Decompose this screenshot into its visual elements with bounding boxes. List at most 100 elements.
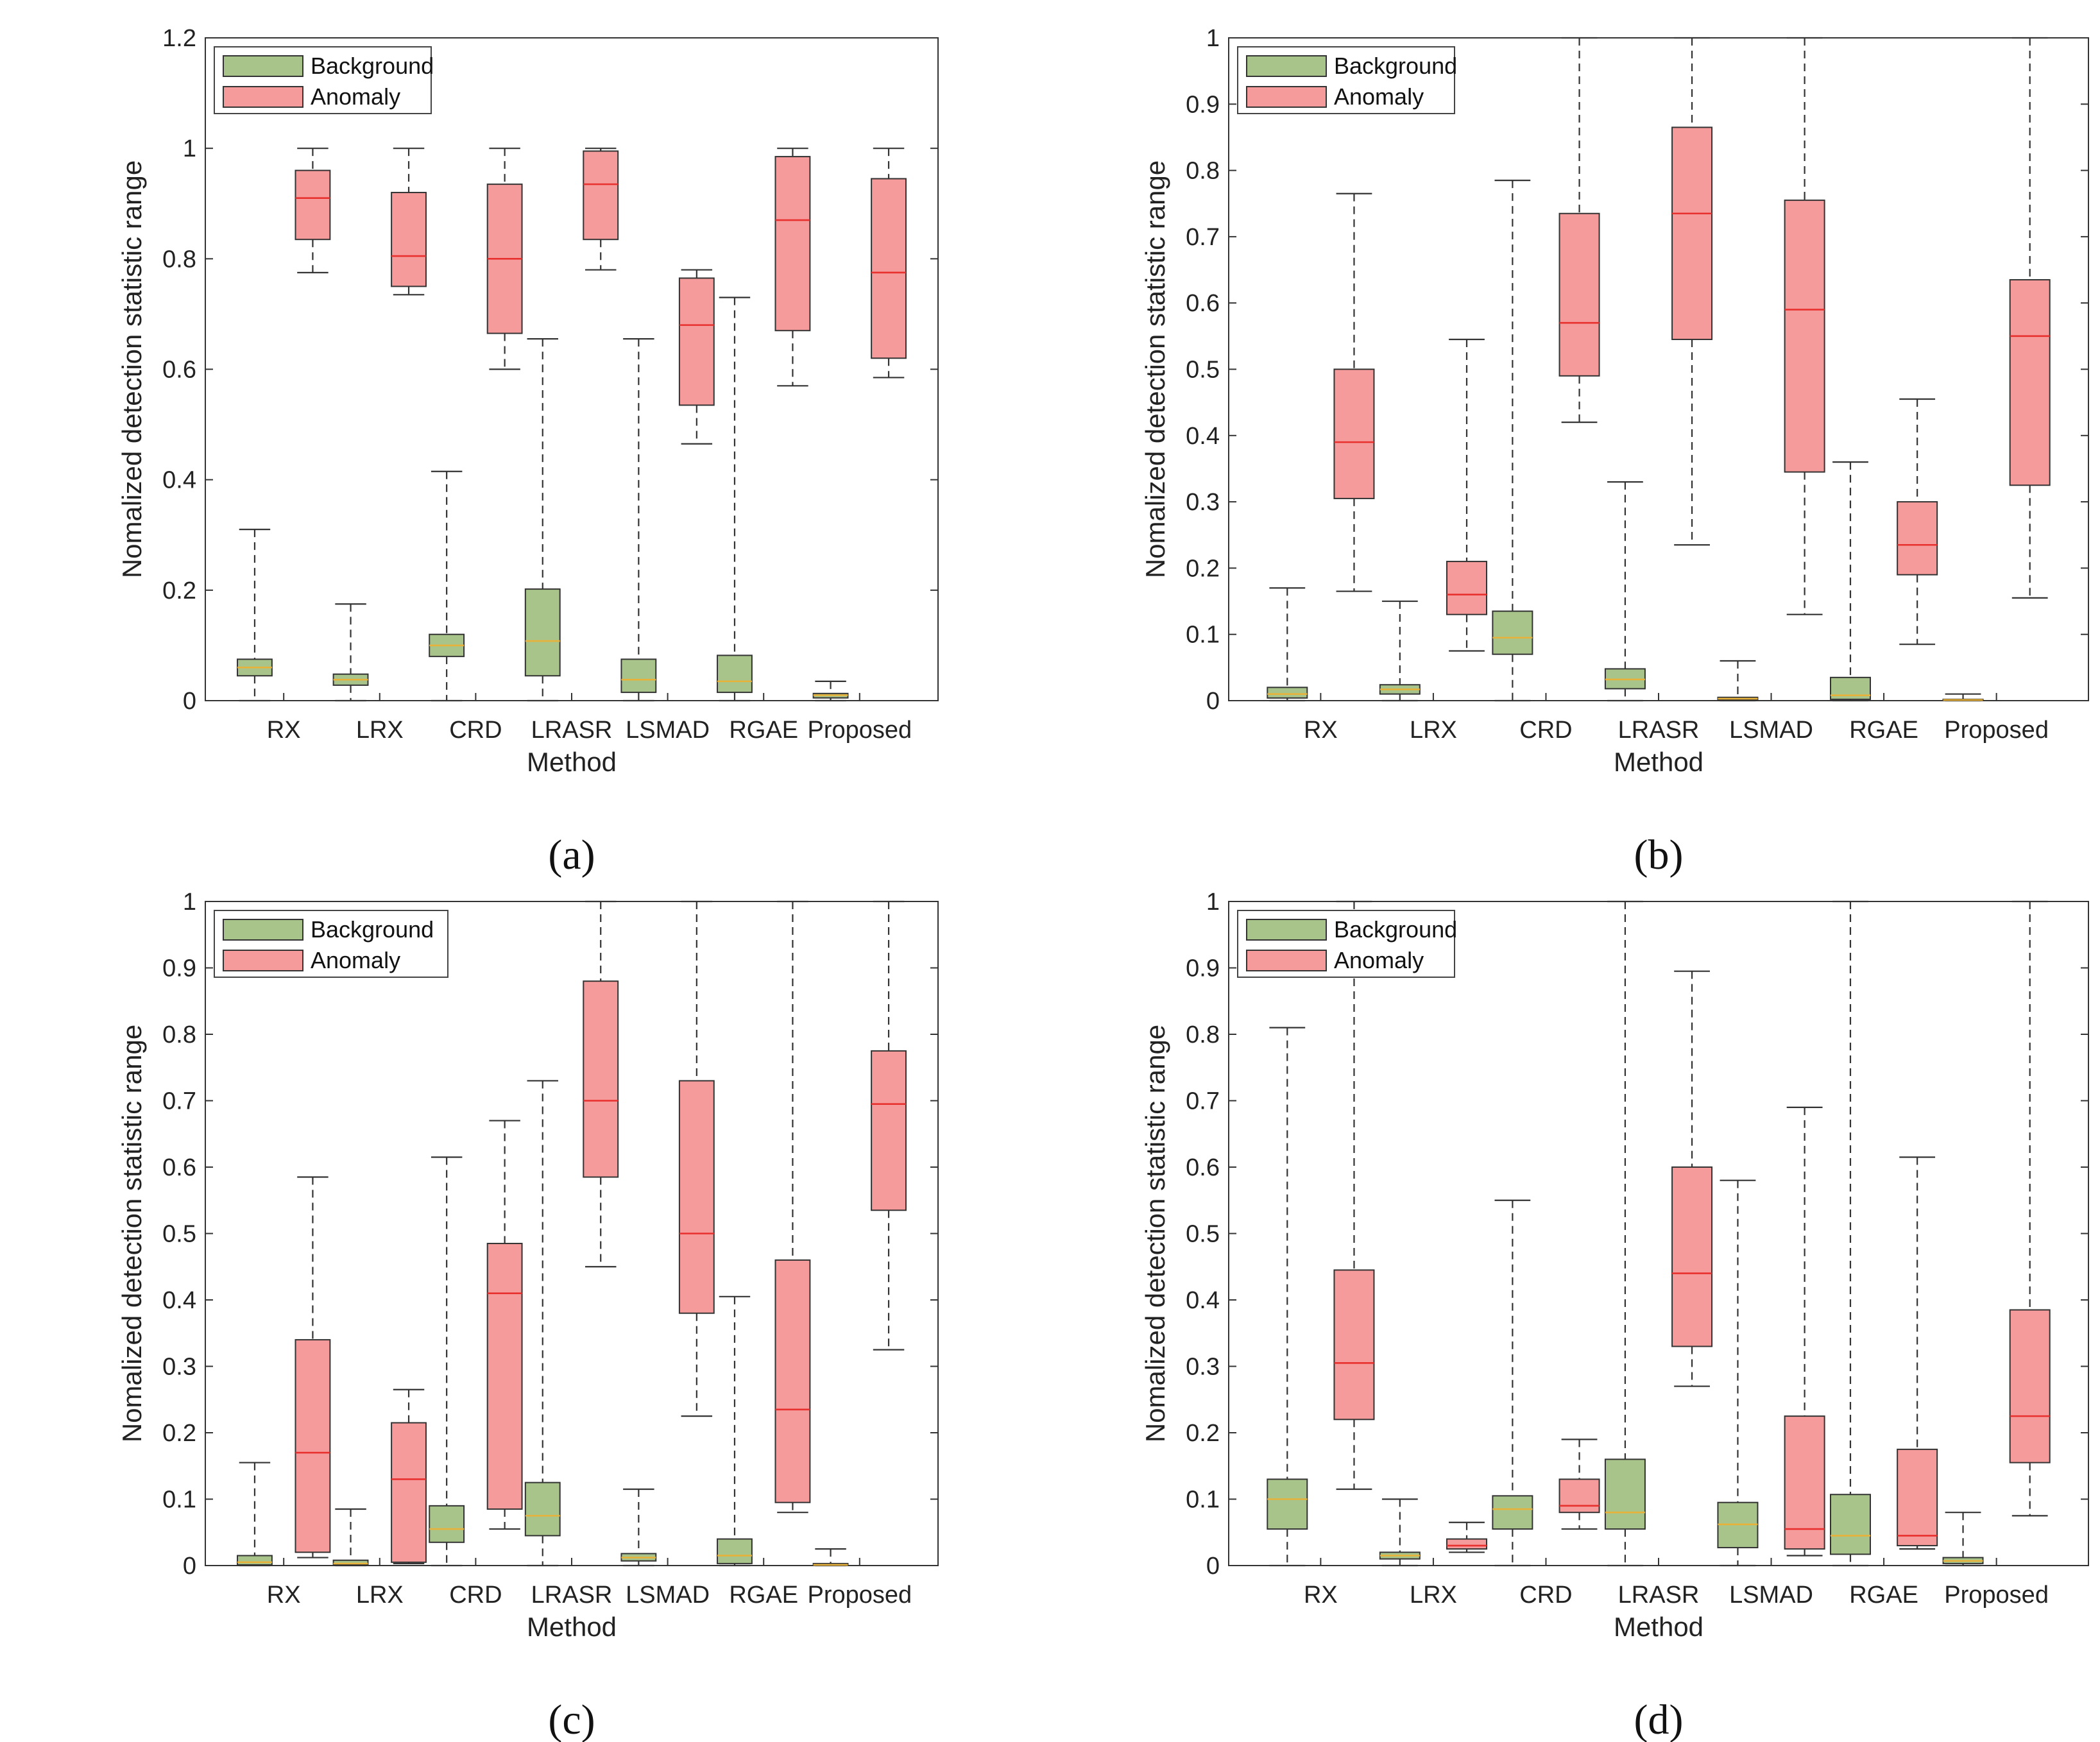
iqr-box (429, 1505, 465, 1543)
y-tick-label: 0.8 (162, 1021, 196, 1048)
y-tick-label: 0.4 (162, 1287, 196, 1314)
iqr-box (1671, 126, 1713, 341)
x-tick-label: RGAE (1849, 1582, 1918, 1609)
x-tick-label: RX (1304, 717, 1338, 744)
background-box-crd (429, 1156, 465, 1567)
y-tick-label: 0.2 (1186, 555, 1220, 582)
anomaly-box-lsmad (1784, 1106, 1825, 1557)
legend-swatch-background (1246, 919, 1327, 941)
y-axis-label: Nomalized detection statistic range (117, 1025, 147, 1442)
x-tick-label: LRASR (1618, 717, 1700, 744)
y-tick-label: 0.1 (1186, 622, 1220, 649)
x-tick-label: CRD (1519, 717, 1572, 744)
anomaly-box-lrasr (1671, 37, 1713, 546)
iqr-box (871, 1050, 907, 1211)
x-axis-label: Method (1614, 747, 1703, 777)
panel-3: 0 0.1 0.2 0.3 0.4 0.5 0.6 0.7 0.8 0.9 1 RX LRX CRD LRA… (1140, 889, 2089, 1742)
x-tick-label: LRX (356, 1582, 404, 1609)
anomaly-box-lsmad (678, 900, 715, 1417)
anomaly-box-lrasr (583, 900, 619, 1268)
panel-label: (c) (548, 1696, 595, 1742)
background-box-rx (1267, 587, 1308, 702)
y-tick-label: 0.9 (162, 955, 196, 982)
y-tick-label: 0.1 (162, 1487, 196, 1514)
iqr-box (1333, 1269, 1375, 1421)
anomaly-box-proposed (871, 148, 907, 379)
x-tick-label: Proposed (807, 717, 912, 744)
y-tick-label: 0.2 (1186, 1420, 1220, 1447)
y-tick-label: 0.7 (1186, 224, 1220, 251)
anomaly-box-lrx (1446, 338, 1487, 652)
background-box-lrx (1379, 600, 1421, 702)
x-axis-label: Method (1614, 1612, 1703, 1642)
y-tick-label: 1 (1206, 889, 1220, 916)
y-tick-label: 0 (183, 688, 196, 715)
iqr-box (1492, 610, 1533, 655)
iqr-box (237, 1555, 273, 1566)
plot-area-frame (1228, 901, 2089, 1566)
x-tick-label: RX (267, 717, 301, 744)
iqr-box (1446, 1538, 1487, 1550)
x-tick-label: Proposed (1944, 717, 2049, 744)
background-box-rgae (1830, 900, 1871, 1567)
x-tick-label: RGAE (729, 717, 798, 744)
iqr-box (1897, 1448, 1938, 1546)
iqr-box (1558, 1478, 1600, 1514)
anomaly-box-proposed (2009, 900, 2051, 1517)
anomaly-box-crd (486, 1120, 523, 1530)
x-tick-label: CRD (1519, 1582, 1572, 1609)
y-tick-label: 0.7 (162, 1088, 196, 1115)
y-tick-label: 1 (183, 135, 196, 162)
anomaly-box-lrasr (1671, 970, 1713, 1387)
iqr-box (332, 1559, 369, 1566)
legend-label-background: Background (1334, 916, 1457, 943)
background-box-lsmad (1717, 660, 1759, 702)
background-box-lrx (332, 1508, 369, 1567)
anomaly-box-rgae (774, 900, 811, 1514)
legend-label-anomaly: Anomaly (1334, 83, 1424, 110)
iqr-box (774, 156, 811, 332)
panel-label: (d) (1634, 1696, 1684, 1742)
background-box-rgae (717, 1295, 753, 1567)
iqr-box (1897, 501, 1938, 576)
background-box-crd (1492, 179, 1533, 702)
anomaly-box-lrasr (583, 148, 619, 271)
x-tick-label: RGAE (729, 1582, 798, 1609)
legend-swatch-anomaly (1246, 950, 1327, 971)
anomaly-box-rx (1333, 900, 1375, 1490)
iqr-box (1267, 687, 1308, 699)
y-tick-label: 0.9 (1186, 955, 1220, 982)
y-tick-label: 0.1 (1186, 1487, 1220, 1514)
y-tick-label: 0.3 (162, 1354, 196, 1381)
anomaly-box-lsmad (678, 269, 715, 445)
y-tick-label: 0 (1206, 688, 1220, 715)
x-tick-label: LRASR (531, 1582, 613, 1609)
iqr-box (1671, 1166, 1713, 1347)
legend: Background Anomaly (1237, 910, 1457, 978)
iqr-box (678, 277, 715, 406)
x-tick-label: LRX (1410, 1582, 1457, 1609)
anomaly-box-lrx (391, 148, 427, 296)
background-box-lrx (1379, 1498, 1421, 1567)
background-box-rgae (717, 296, 753, 702)
x-tick-label: CRD (449, 717, 502, 744)
legend-swatch-anomaly (1246, 86, 1327, 108)
y-axis-label: Nomalized detection statistic range (1140, 1025, 1170, 1442)
anomaly-box-rgae (774, 148, 811, 387)
panel-2: 0 0.1 0.2 0.3 0.4 0.5 0.6 0.7 0.8 0.9 1 RX LRX CRD LRA… (117, 889, 939, 1742)
background-box-rx (237, 1462, 273, 1567)
iqr-box (391, 1422, 427, 1563)
anomaly-box-proposed (2009, 37, 2051, 599)
background-box-proposed (1942, 693, 1984, 702)
anomaly-box-rx (1333, 192, 1375, 592)
legend: Background Anomaly (214, 46, 434, 114)
background-box-proposed (812, 1548, 849, 1567)
x-tick-label: Proposed (1944, 1582, 2049, 1609)
y-axis-label: Nomalized detection statistic range (117, 160, 147, 578)
background-box-lrx (332, 603, 369, 702)
legend-label-anomaly: Anomaly (311, 83, 400, 110)
x-tick-label: LRASR (531, 717, 613, 744)
y-tick-label: 1.2 (162, 25, 196, 52)
legend-label-background: Background (1334, 53, 1457, 79)
x-axis-label: Method (527, 747, 617, 777)
